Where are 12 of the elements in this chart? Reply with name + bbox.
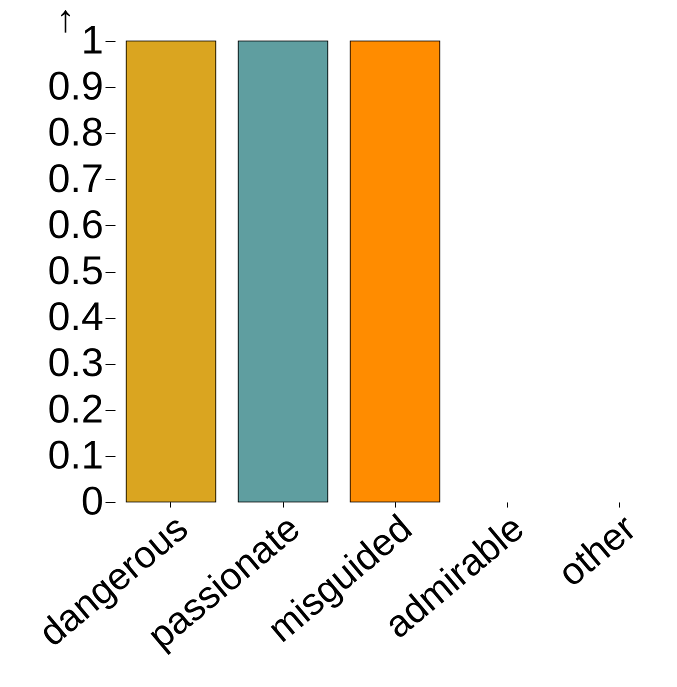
y-tick-label: 0 [81, 480, 104, 524]
y-tick-label: 0.2 [48, 387, 104, 432]
y-tick-label: 0.4 [48, 295, 104, 340]
y-tick-label: 1 [81, 18, 104, 62]
y-tick-label: 0.9 [48, 64, 104, 109]
y-tick-label: 0.5 [48, 249, 104, 293]
y-tick-label: 0.3 [48, 341, 104, 386]
y-tick-label: 0.7 [48, 156, 104, 201]
y-tick-label: 0.6 [48, 202, 104, 247]
y-tick-label: 0.8 [48, 110, 104, 155]
y-axis-title: ↑ [56, 0, 75, 40]
y-tick-label: 0.1 [48, 433, 104, 478]
